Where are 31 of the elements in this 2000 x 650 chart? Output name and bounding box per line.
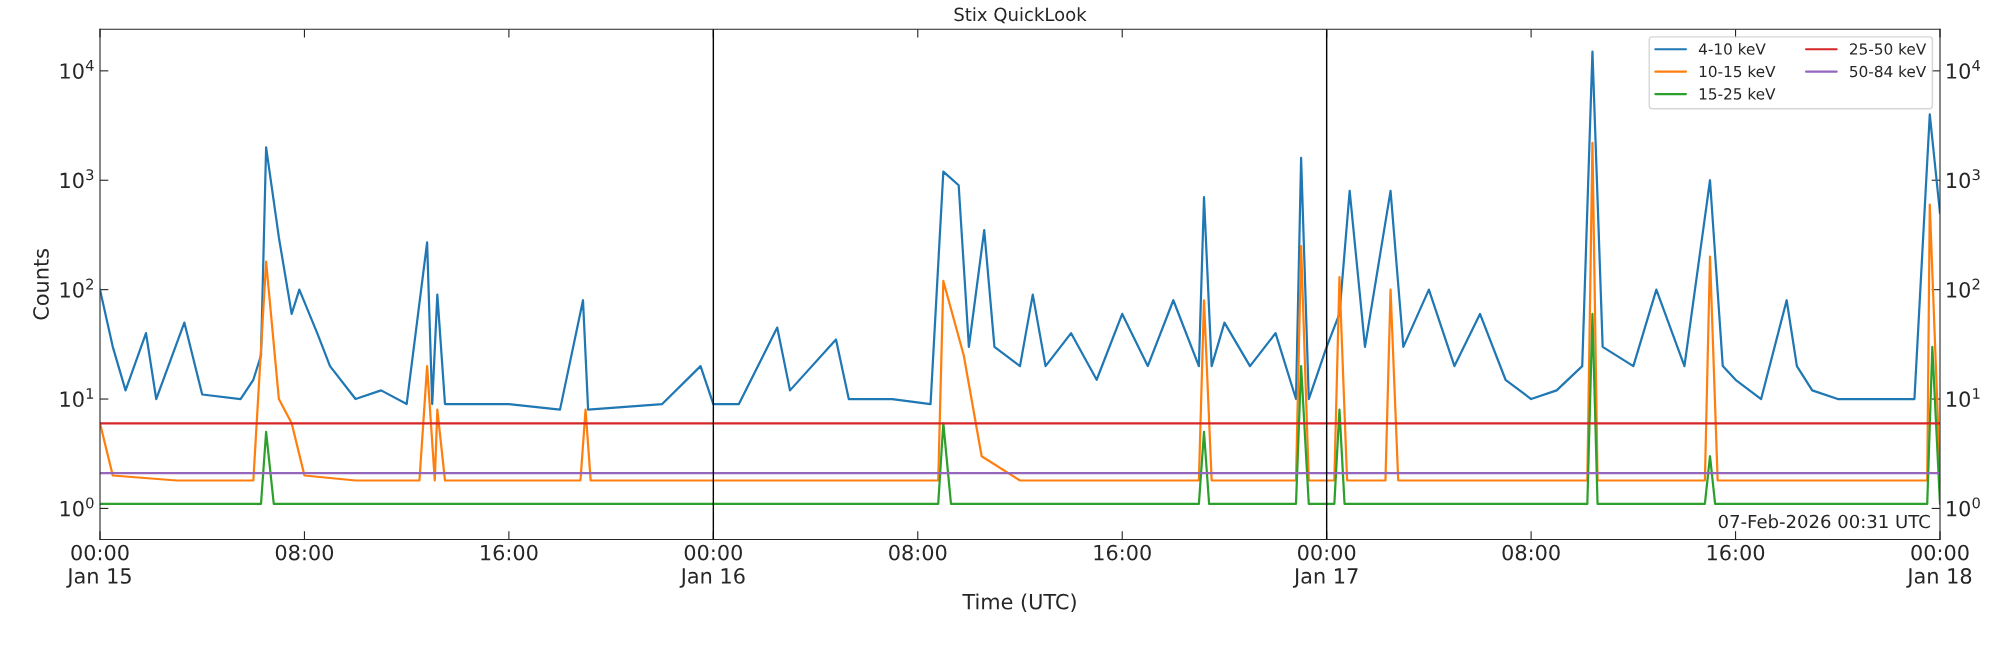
x-tick-label: 00:00 Jan 18	[1906, 544, 1972, 588]
chart-title: Stix QuickLook	[954, 7, 1087, 24]
y-axis-title: Counts	[33, 249, 49, 320]
x-tick-label: 00:00 Jan 17	[1292, 544, 1358, 588]
annotation: 07-Feb-2026 00:31 UTC	[1718, 514, 1930, 529]
text: 10$^{1}$	[1947, 388, 1980, 408]
y-tick-label: 10$^{1}$	[60, 388, 94, 408]
y-tick-label: 10$^{0}$	[60, 497, 94, 517]
text: 10$^{2}$	[1947, 278, 1980, 298]
y-tick-label: 10$^{2}$	[60, 278, 93, 298]
x-tick-label: 00:00 Jan 15	[66, 544, 131, 588]
y-tick-label: 10$^{4}$	[60, 60, 94, 79]
text: 10$^{0}$	[1947, 497, 1980, 517]
x-tick-label: 08:00	[275, 544, 334, 561]
x-tick-label: 08:00	[1502, 544, 1560, 561]
x-tick-label: 08:00	[889, 544, 947, 561]
text: 10$^{4}$	[1947, 60, 1981, 79]
x-tick-label: 00:00 Jan 16	[679, 544, 745, 588]
x-axis-title: Time (UTC)	[962, 593, 1076, 612]
legend-label: 4-10 keV	[1698, 43, 1766, 55]
legend-label: 15-25 keV	[1699, 87, 1776, 100]
x-tick-label: 16:00	[1094, 544, 1151, 561]
y-tick-label: 10$^{3}$	[60, 169, 94, 189]
legend-label: 10-15 keV	[1699, 65, 1776, 78]
text: 10$^{3}$	[1947, 169, 1980, 189]
x-tick-label: 16:00	[481, 544, 538, 561]
line-series	[100, 312, 1940, 506]
legend-label: 25-50 keV	[1849, 43, 1927, 55]
x-tick-label: 16:00	[1707, 544, 1765, 561]
line-series	[100, 141, 1940, 482]
legend-label: 50-84 keV	[1850, 65, 1927, 78]
